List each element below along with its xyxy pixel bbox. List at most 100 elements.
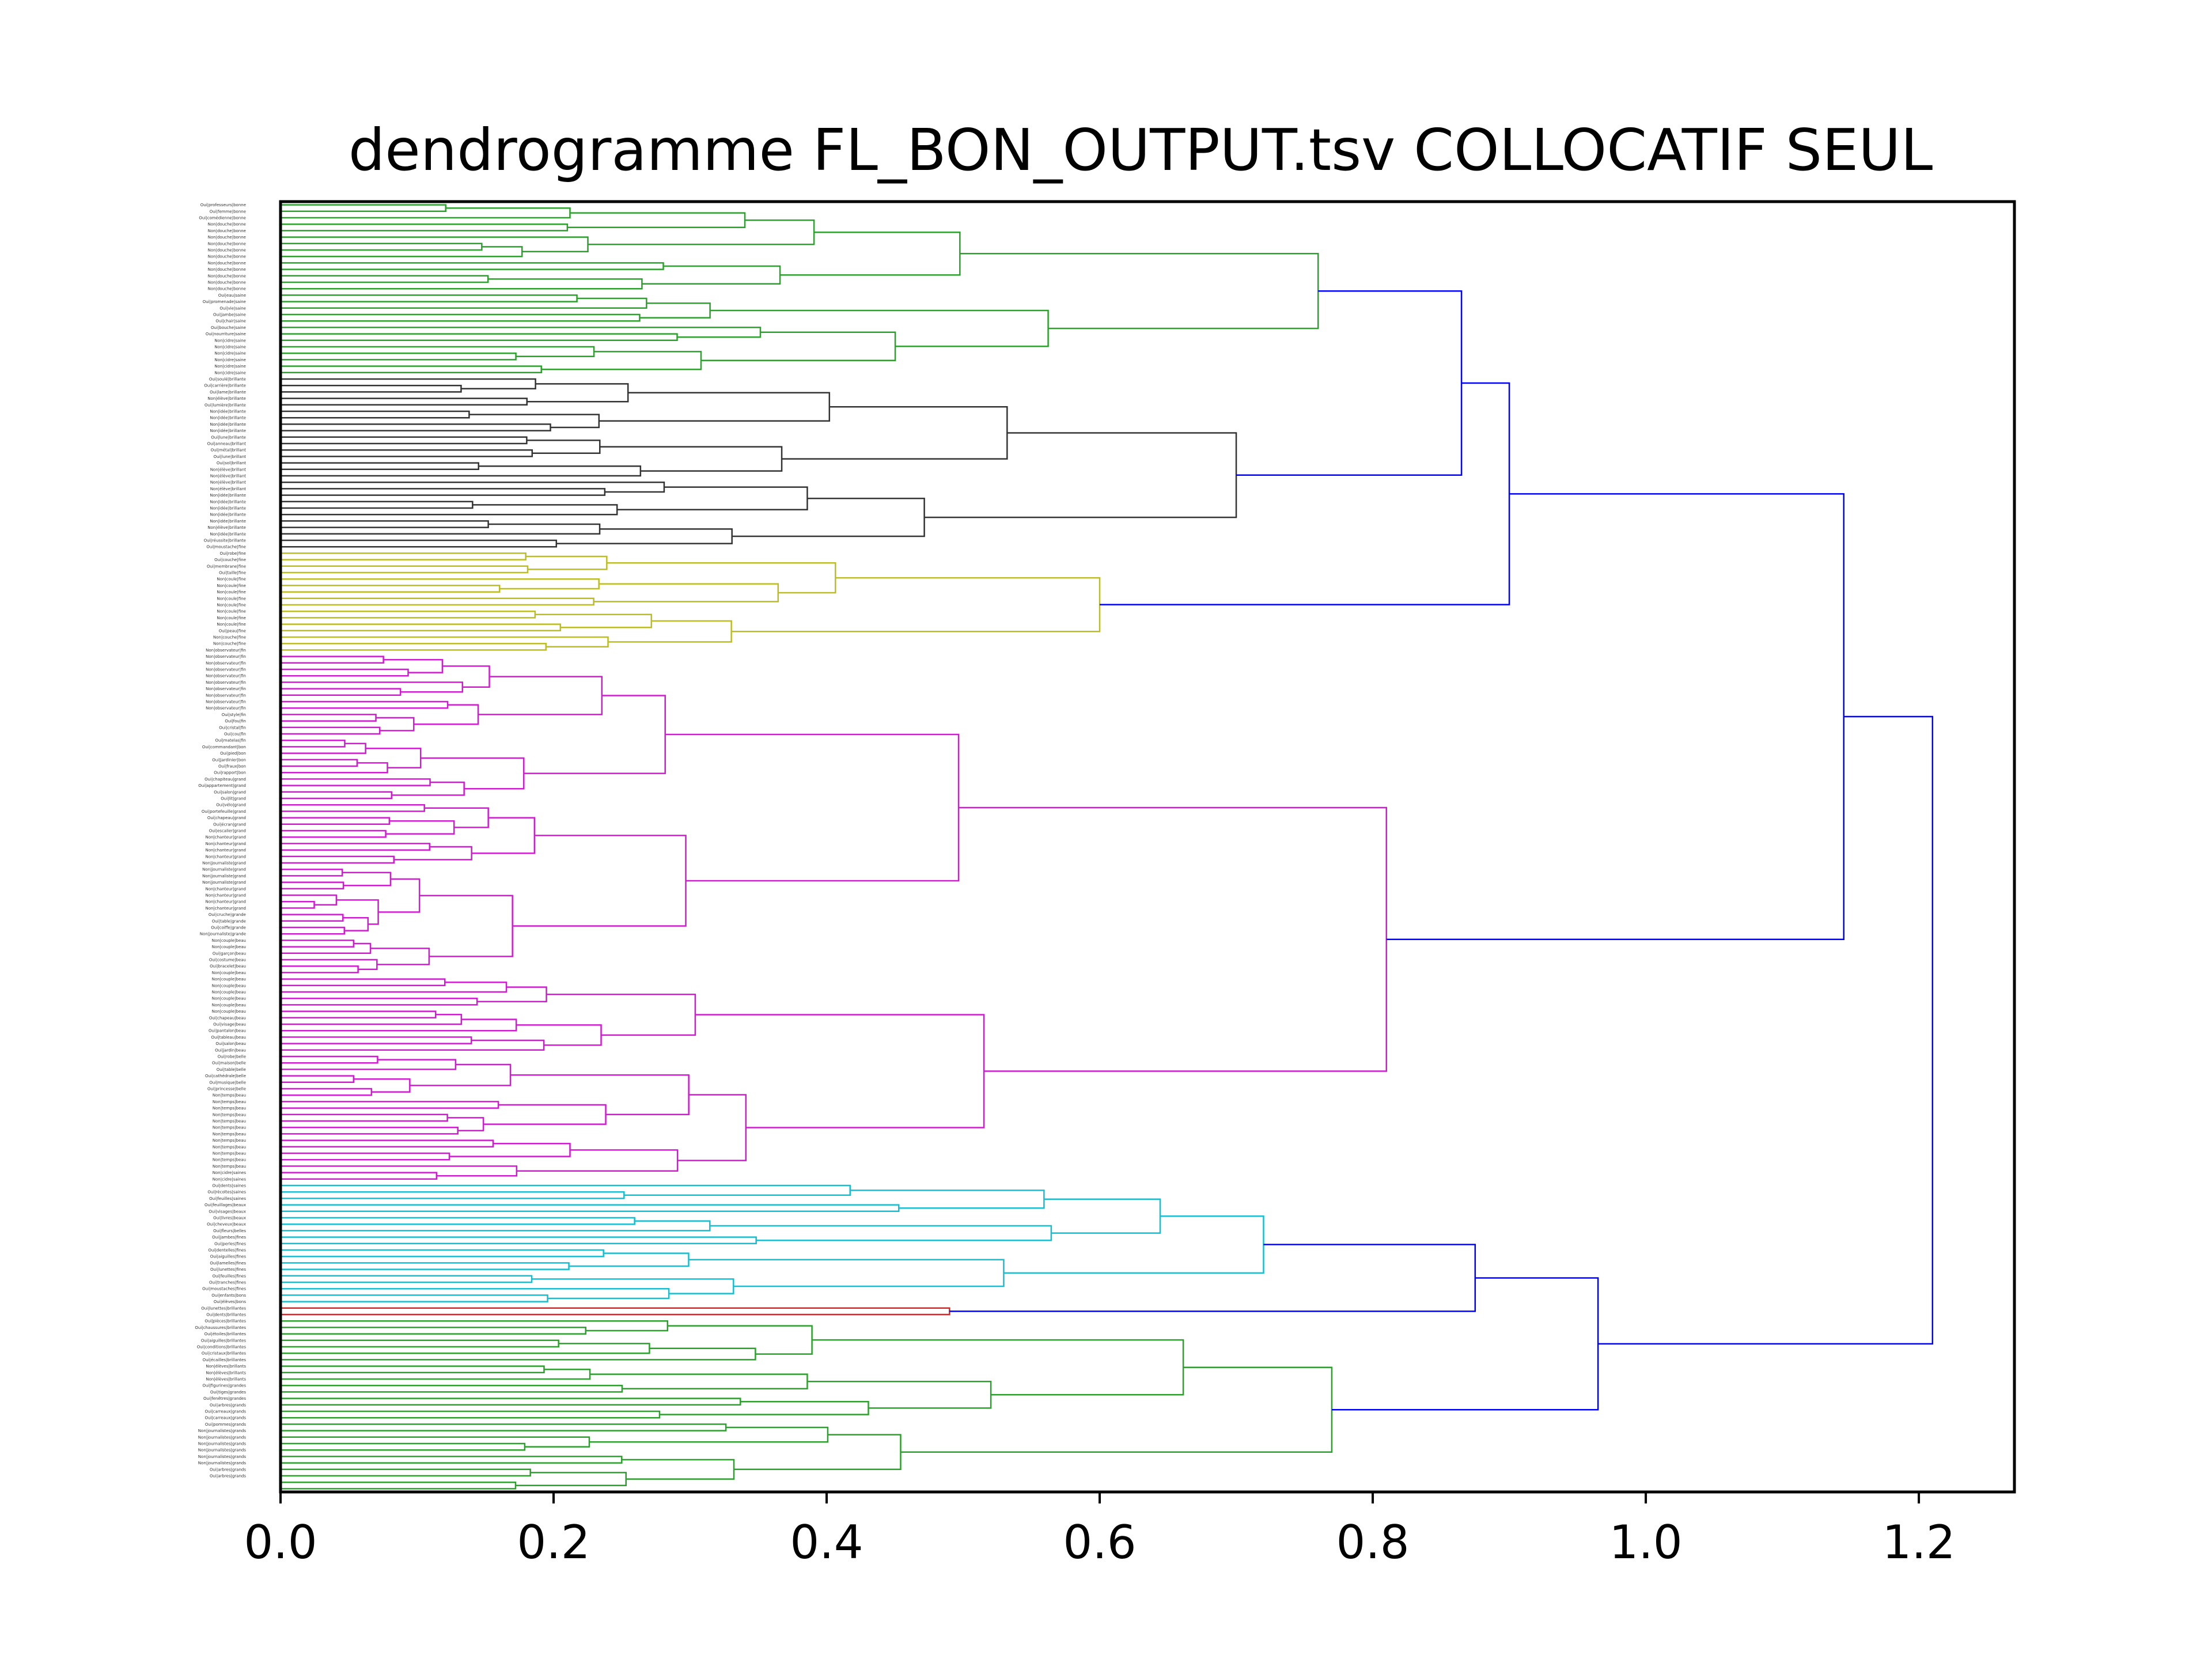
leaf-label: Non|cidre|saine [214,345,246,350]
leaf-label: Non|coule|fine [217,590,246,594]
cluster-link [281,378,536,390]
leaf-label: Oui|métal|brillant [211,448,247,453]
cluster-link [281,1055,378,1064]
leaf-label: Non|couple|beau [212,983,246,988]
cluster-link [532,1278,734,1294]
leaf-label: Oui|nourriture|saine [206,332,246,336]
cluster-link [281,1204,900,1213]
cluster-link [281,1436,590,1448]
cluster-link [780,231,961,276]
leaf-label: Non|chanteur|grand [205,893,246,898]
leaf-label: Non|chanteur|grand [205,887,246,891]
cluster-link [281,436,528,445]
cluster-link [424,807,489,828]
leaf-label: Non|coule|fine [217,596,246,601]
leaf-label: Non|cidre|saines [213,1171,247,1175]
cluster-link [1044,1198,1161,1234]
leaf-label: Oui|enfants|bons [211,1293,246,1298]
leaf-label: Non|douche|bonne [208,274,246,278]
cluster-link [546,993,696,1036]
cluster-link [512,835,687,927]
leaf-label: Non|observateur|fin [206,654,246,659]
leaf-label: Oui|perles|fines [214,1241,246,1246]
cluster-link [665,733,960,882]
cluster-link [281,656,384,664]
chart-title: dendrogramme FL_BON_OUTPUT.tsv COLLOCATI… [349,116,1933,184]
leaf-label: Non|douche|bonne [208,248,246,253]
cluster-link [677,1094,747,1161]
leaf-label: Non|élève|brillant [210,474,247,479]
leaf-label: Oui|jardinier|bon [212,757,246,762]
cluster-link [281,327,762,338]
leaf-label: Oui|taille|fine [219,571,246,575]
cluster-link [734,1434,902,1471]
cluster-link [281,565,529,574]
cluster-link [556,528,733,544]
leaf-label: Non|couche|fine [213,635,246,640]
cluster-link [281,539,558,548]
leaf-label: Oui|couche|fine [214,558,246,562]
leaf-label: Non|chanteur|grand [205,906,246,911]
cluster-link [281,1275,533,1283]
top-link [1331,1277,1599,1411]
cluster-link [924,432,1237,518]
leaf-label: Oui|garçon|beau [213,951,246,956]
leaf-label: Oui|aiguilles|fines [210,1255,247,1259]
leaf-label: Non|journalistes|grands [198,1448,247,1453]
cluster-link [421,757,525,790]
leaf-label: Non|idée|brillante [210,519,246,524]
cluster-link [281,1481,517,1490]
cluster-link [622,1459,735,1480]
cluster-link [281,830,387,838]
leaf-label: Non|douche|bonne [208,287,246,291]
leaf-label: Non|temps|beau [213,1138,246,1143]
leaf-label: Non|cidre|saines [213,1177,247,1181]
cluster-link [281,817,391,825]
cluster-link [281,1320,669,1332]
cluster-link [281,900,315,909]
leaf-label: Oui|dents|brillantes [206,1313,246,1317]
cluster-link [281,397,528,406]
cluster-link [414,704,479,725]
leaf-label: Oui|pommes|grands [205,1422,246,1427]
cluster-link [442,665,490,688]
leaf-label: Oui|moustaches|fines [202,1287,246,1291]
leaf-label: Oui|cou|fin [224,732,246,737]
cluster-link [281,1126,459,1135]
leaf-label: Non|observateur|fin [206,706,246,711]
leaf-label: Oui|cathédrale|belle [205,1074,246,1078]
cluster-link [535,613,653,628]
leaf-label: Oui|carreaux|grands [204,1410,246,1414]
cluster-link [281,1368,591,1380]
leaf-label: Oui|feuilles|saines [209,1196,246,1201]
leaf-label: Oui|vélo|grand [216,803,246,808]
leaf-label: Oui|tiges|grandes [210,1390,246,1395]
leaf-label: Oui|escalier|grand [209,829,246,834]
leaf-label: Non|coule|fine [217,622,246,627]
cluster-link [281,462,479,471]
cluster-link [527,440,601,454]
leaf-label: Oui|carreaux|grands [204,1416,246,1421]
leaf-label: Non|coule|fine [217,577,246,582]
leaf-label: Oui|bracelet|beau [210,964,246,969]
leaf-label: Non|élève|brillant [210,467,247,472]
leaf-label: Oui|conditions|brillantes [197,1345,247,1350]
leaf-label: Oui|promenade|saine [203,300,246,304]
top-link [1100,382,1510,605]
cluster-link [281,978,446,987]
leaf-label: Non|idée|brillante [210,532,246,536]
cluster-link [281,700,449,709]
leaf-label: Oui|rapport|bon [214,771,246,775]
leaf-label: Non|journaliste|grand [202,868,246,872]
cluster-link [281,1442,526,1451]
leaf-label: Non|cidre|saine [214,358,246,362]
cluster-link [588,219,815,245]
cluster-link [343,916,369,931]
cluster-link [281,642,547,651]
cluster-link [281,1036,472,1044]
cluster-link [342,872,392,887]
cluster-link [336,899,379,925]
leaf-label: Oui|lune|brillant [214,454,247,459]
cluster-link [281,207,571,219]
cluster-link [281,384,462,393]
